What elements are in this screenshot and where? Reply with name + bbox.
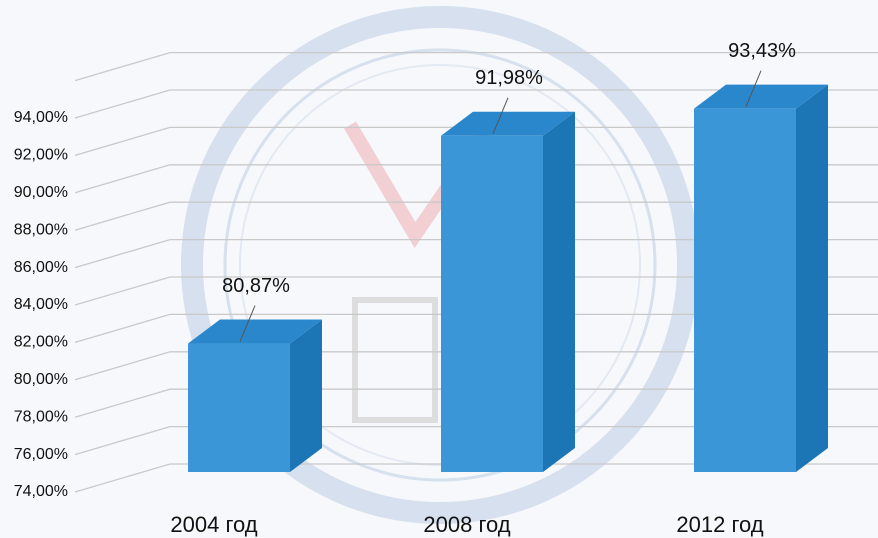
bar — [441, 112, 575, 472]
value-label: 80,87% — [222, 275, 290, 297]
y-tick-label: 86,00% — [14, 259, 68, 276]
y-tick-label: 92,00% — [14, 147, 68, 164]
bar — [188, 320, 322, 472]
bar-side — [543, 112, 575, 472]
x-tick-label: 2008 год — [423, 512, 510, 537]
bar-front — [441, 136, 543, 472]
value-label: 93,43% — [728, 40, 796, 62]
y-tick-label: 94,00% — [14, 109, 68, 126]
bar — [694, 85, 828, 472]
chart: 80,87% 2004 год 91,98% 2008 год 93,43% 2012 г… — [0, 0, 878, 538]
y-tick-label: 90,00% — [14, 184, 68, 201]
y-tick-label: 80,00% — [14, 371, 68, 388]
bar-side — [796, 85, 828, 472]
y-tick-label: 76,00% — [14, 446, 68, 463]
y-tick-label: 82,00% — [14, 334, 68, 351]
bar-front — [188, 344, 290, 472]
y-tick-label: 74,00% — [14, 483, 68, 500]
bar-side — [290, 320, 322, 472]
x-tick-label: 2004 год — [170, 512, 257, 537]
bar-front — [694, 109, 796, 472]
value-label: 91,98% — [475, 67, 543, 89]
y-tick-label: 84,00% — [14, 296, 68, 313]
bars: 80,87% 2004 год 91,98% 2008 год 93,43% 2012 г… — [170, 40, 828, 537]
x-tick-label: 2012 год — [676, 512, 763, 537]
y-tick-label: 88,00% — [14, 221, 68, 238]
y-tick-label: 78,00% — [14, 408, 68, 425]
